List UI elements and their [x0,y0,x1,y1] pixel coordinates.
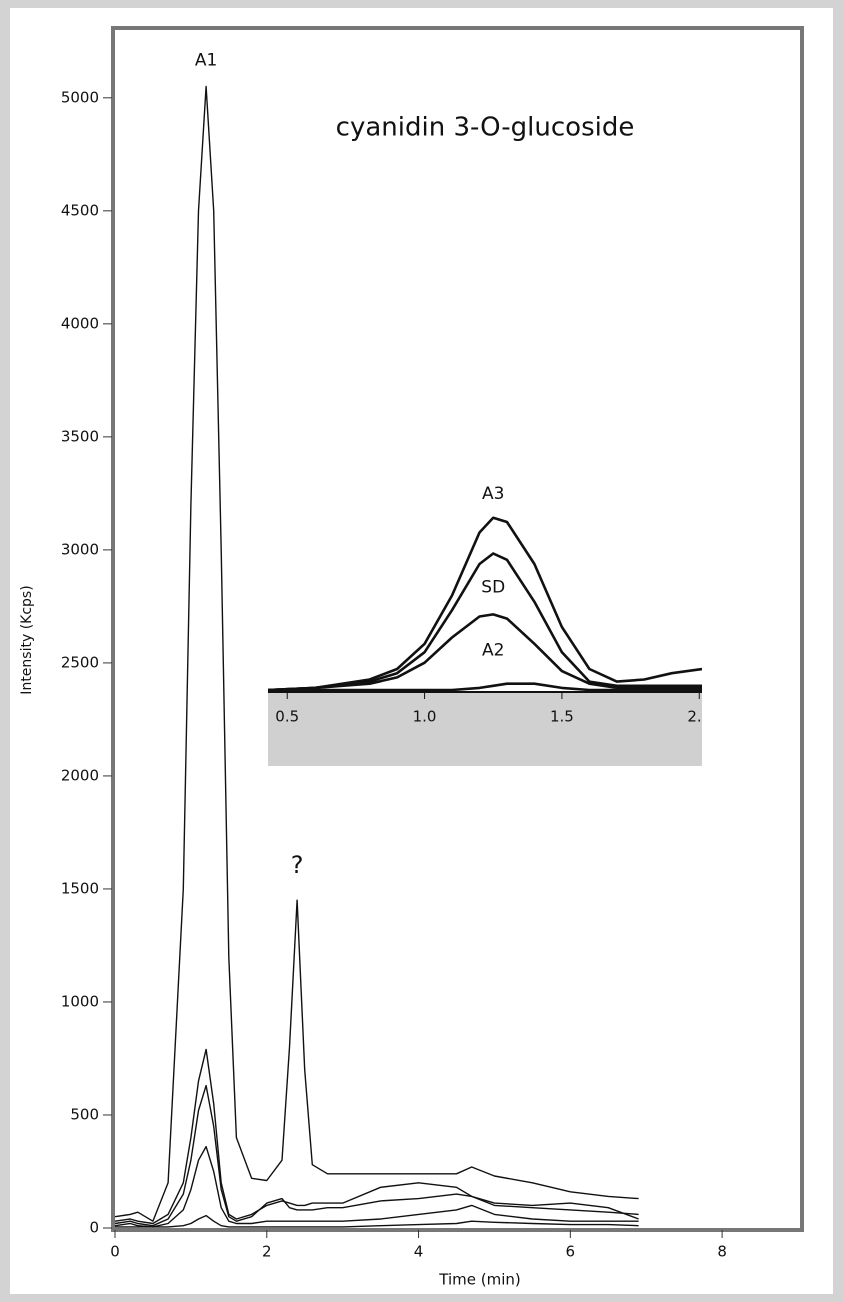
x-tick-label: 2 [262,1243,272,1261]
y-tick-label: 500 [70,1105,99,1123]
x-tick-label: 0 [110,1243,120,1261]
annotation: A1 [195,51,217,71]
series-label: A2 [482,640,504,660]
main-plot: 0 2 4 6 8 0 500 1000 1500 2000 2500 3000 3500 4000 450… [19,26,804,1289]
chart-title: cyanidin 3-O-glucoside [336,113,635,143]
annotation: ? [291,851,304,879]
series-line [114,85,639,1222]
y-tick-label: 1500 [61,879,99,897]
y-tick-label: 2500 [61,653,99,671]
y-tick-label: 5000 [61,88,99,106]
x-tick-label: 0.5 [275,708,299,726]
x-tick-label: 1.0 [413,708,437,726]
y-axis-label: Intensity (Kcps) [19,585,35,694]
x-tick-label: 8 [717,1243,727,1261]
y-tick-label: 4500 [61,201,99,219]
y-tick-label: 1000 [61,992,99,1010]
x-tick-label: 2.0 [687,708,711,726]
x-tick-label: 4 [414,1243,424,1261]
inset-background [268,470,702,692]
series-line [114,1145,639,1228]
x-tick-label: 1.5 [550,708,574,726]
y-tick-label: 0 [89,1219,99,1237]
series-line [114,1084,639,1227]
series-line [268,682,702,692]
series-line [268,552,702,692]
y-tick-label: 4000 [61,314,99,332]
series-label: A3 [482,484,504,504]
series-line [115,1214,639,1228]
series-line [268,516,702,692]
plot-frame [111,26,804,1232]
series-label: SD [481,578,505,598]
series-line [268,613,702,692]
x-tick-label: 6 [566,1243,576,1261]
inset-axis-band [268,692,702,766]
x-axis-label: Time (min) [438,1271,520,1289]
y-tick-label: 3000 [61,540,99,558]
inset-plot: 0.5 1.0 1.5 2.0 A3 SD A2 [268,470,711,766]
y-tick-label: 2000 [61,766,99,784]
y-tick-label: 3500 [61,427,99,445]
